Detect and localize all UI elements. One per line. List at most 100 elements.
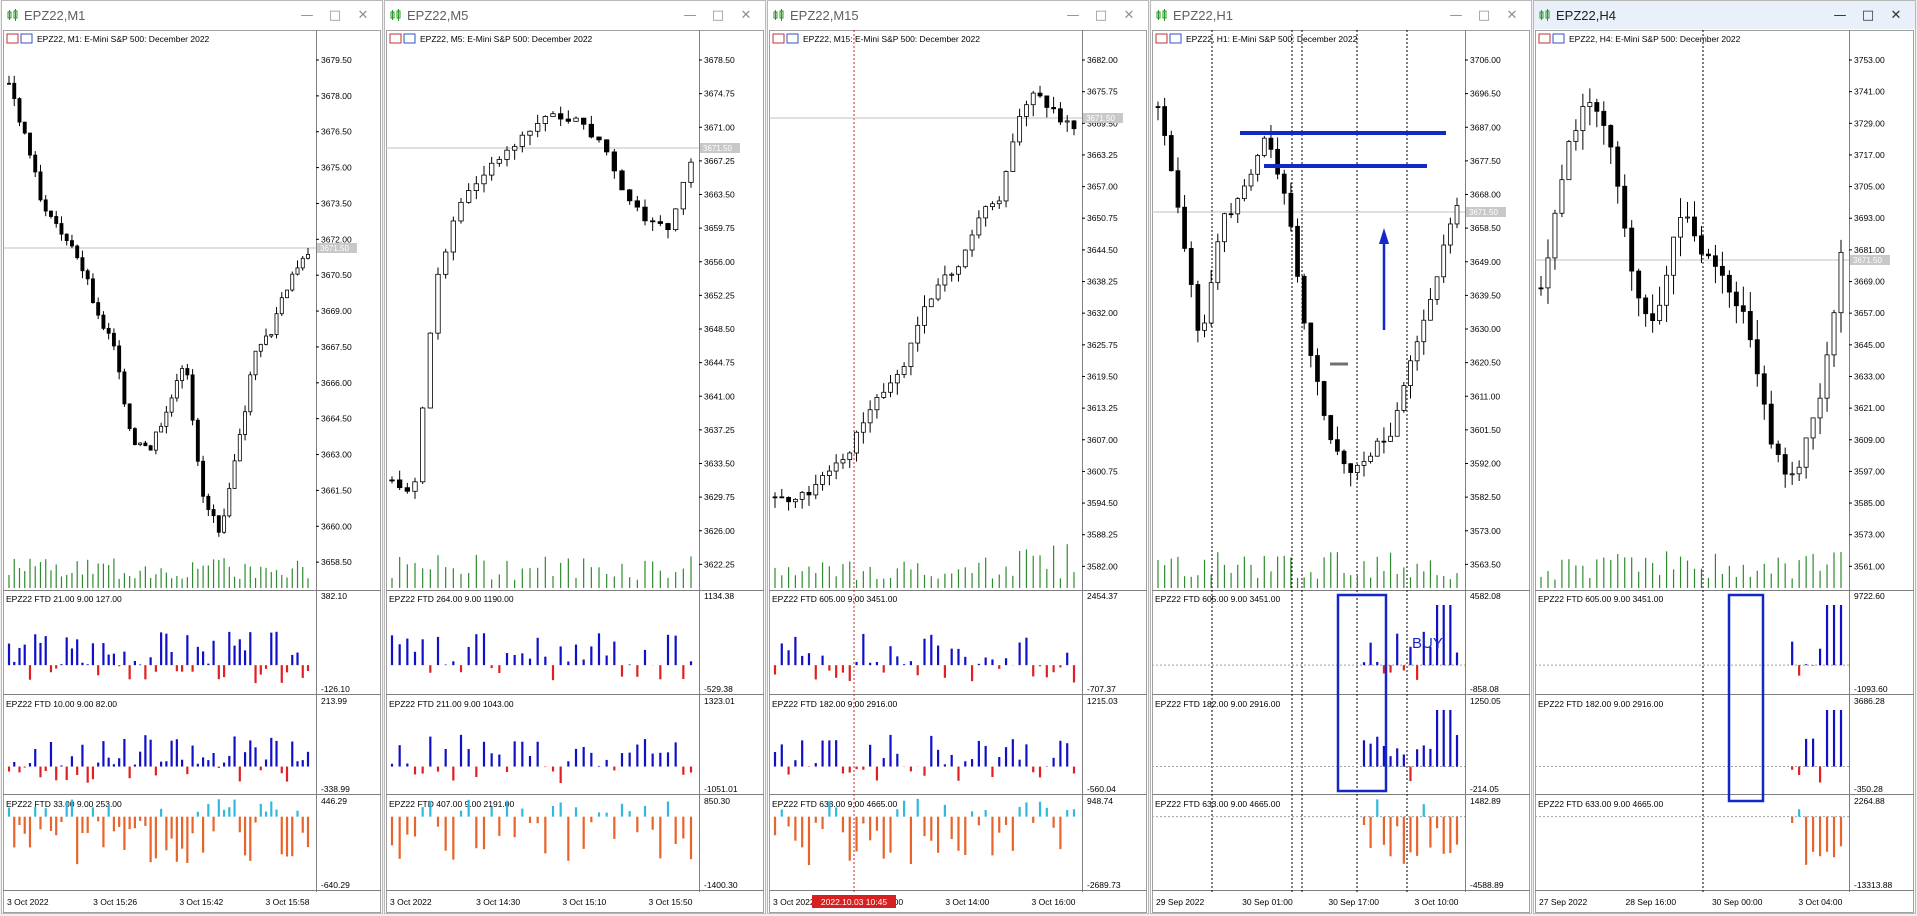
close-button[interactable]: ✕ — [1890, 8, 1902, 23]
candle-body — [1712, 255, 1718, 267]
close-button[interactable]: ✕ — [1123, 8, 1135, 23]
candle — [1215, 233, 1221, 290]
candle-body — [1573, 130, 1579, 142]
chart-canvas[interactable]: EPZ22, M5: E-Mini S&P 500: December 2022… — [386, 30, 764, 913]
current-price-marker — [1466, 207, 1506, 217]
candle-body — [1295, 225, 1300, 277]
time-axis-label: 3 Oct 2022 — [7, 897, 49, 907]
candle — [473, 176, 479, 200]
candle-body — [248, 374, 253, 413]
candle — [90, 273, 95, 304]
chart-canvas[interactable]: EPZ22, H1: E-Mini S&P 500: December 2022… — [1152, 30, 1530, 913]
price-axis-label: 3613.25 — [1087, 403, 1118, 413]
candle — [85, 268, 90, 285]
indicator-axis-max: 1215.03 — [1087, 696, 1118, 706]
candle-body — [211, 509, 216, 517]
close-button[interactable]: ✕ — [740, 8, 752, 23]
close-button[interactable]: ✕ — [1506, 8, 1518, 23]
chart-window-m5[interactable]: EPZ22,M5 — □ ✕ EPZ22, M5: E-Mini S&P 500… — [384, 0, 766, 914]
candle-body — [1301, 275, 1307, 324]
candle-body — [942, 274, 948, 286]
minimize-button[interactable]: — — [1449, 8, 1463, 23]
candle-body — [169, 397, 174, 413]
candle — [665, 222, 671, 239]
candle-body — [443, 251, 449, 275]
price-axis-label: 3696.50 — [1470, 89, 1501, 99]
current-price-label: 3671.50 — [1853, 256, 1882, 265]
candle — [1573, 119, 1579, 151]
candle-body — [1268, 137, 1274, 150]
candle-body — [28, 132, 32, 156]
chart-window-m1[interactable]: EPZ22,M1 — □ ✕ EPZ22, M1: E-Mini S&P 500… — [1, 0, 383, 914]
candle — [1643, 294, 1649, 327]
time-axis-label: 3 Oct 2022 — [390, 897, 432, 907]
candle — [489, 156, 495, 181]
candle — [1301, 273, 1307, 330]
candle-body — [1368, 455, 1373, 462]
maximize-button[interactable]: □ — [1861, 8, 1875, 23]
candle — [274, 307, 279, 339]
price-axis-label: 3637.25 — [704, 425, 735, 435]
candle-body — [1692, 216, 1697, 237]
chart-canvas[interactable]: EPZ22, H4: E-Mini S&P 500: December 2022… — [1535, 30, 1914, 913]
candle — [1381, 427, 1387, 454]
candle-body — [1175, 170, 1181, 208]
candle-body — [779, 496, 785, 499]
price-axis-label: 3658.50 — [321, 557, 352, 567]
candle — [1268, 125, 1274, 158]
window-titlebar[interactable]: EPZ22,H4 — □ ✕ — [1534, 1, 1915, 29]
chart-canvas[interactable]: EPZ22, M1: E-Mini S&P 500: December 2022… — [3, 30, 381, 913]
candle-body — [535, 123, 541, 132]
candle-body — [1017, 116, 1023, 143]
candle-body — [22, 121, 27, 134]
chart-canvas[interactable]: EPZ22, M15: E-Mini S&P 500: December 202… — [769, 30, 1147, 913]
candle-body — [7, 82, 11, 85]
maximize-button[interactable]: □ — [711, 8, 725, 23]
candle-body — [17, 98, 22, 123]
candle-body — [90, 278, 95, 303]
price-axis-label: 3601.50 — [1470, 425, 1501, 435]
candle-body — [604, 139, 610, 153]
minimize-button[interactable]: — — [1066, 8, 1080, 23]
indicator-axis-min: -1093.60 — [1854, 684, 1888, 694]
current-price-marker — [1850, 255, 1890, 265]
window-titlebar[interactable]: EPZ22,M1 — □ ✕ — [2, 1, 382, 29]
candle-body — [901, 366, 907, 375]
chart-window-m15[interactable]: EPZ22,M15 — □ ✕ EPZ22, M15: E-Mini S&P 5… — [767, 0, 1149, 914]
candle-body — [300, 257, 305, 269]
candle — [1374, 438, 1380, 457]
current-price-marker — [317, 243, 357, 253]
chart-window-h4[interactable]: EPZ22,H4 — □ ✕ EPZ22, H4: E-Mini S&P 500… — [1533, 0, 1916, 914]
candle — [1162, 97, 1167, 146]
indicator-axis-min: -4588.89 — [1470, 880, 1504, 890]
window-titlebar[interactable]: EPZ22,M5 — □ ✕ — [385, 1, 765, 29]
candle-body — [565, 118, 571, 122]
chart-window-h1[interactable]: EPZ22,H1 — □ ✕ EPZ22, H1: E-Mini S&P 500… — [1150, 0, 1532, 914]
candle-body — [237, 434, 242, 462]
candle — [535, 114, 541, 138]
maximize-button[interactable]: □ — [1094, 8, 1108, 23]
candle — [174, 373, 179, 402]
minimize-button[interactable]: — — [683, 8, 697, 23]
candle — [1434, 276, 1440, 305]
candle-body — [1678, 217, 1683, 238]
candle-body — [143, 442, 148, 447]
price-axis-label: 3649.00 — [1470, 257, 1501, 267]
candle-body — [70, 240, 74, 247]
window-titlebar[interactable]: EPZ22,M15 — □ ✕ — [768, 1, 1148, 29]
candle — [106, 322, 111, 340]
candle-body — [1394, 410, 1400, 437]
candle — [1789, 461, 1795, 485]
minimize-button[interactable]: — — [300, 8, 314, 23]
chart-candle-icon — [1539, 9, 1550, 21]
price-axis-label: 3663.50 — [704, 190, 735, 200]
chart-frame — [1152, 30, 1530, 913]
maximize-button[interactable]: □ — [328, 8, 342, 23]
close-button[interactable]: ✕ — [357, 8, 369, 23]
candle-body — [195, 419, 200, 462]
candle-body — [1664, 274, 1670, 306]
minimize-button[interactable]: — — [1833, 8, 1847, 23]
window-titlebar[interactable]: EPZ22,H1 — □ ✕ — [1151, 1, 1531, 29]
maximize-button[interactable]: □ — [1477, 8, 1491, 23]
candle-body — [1643, 297, 1649, 315]
